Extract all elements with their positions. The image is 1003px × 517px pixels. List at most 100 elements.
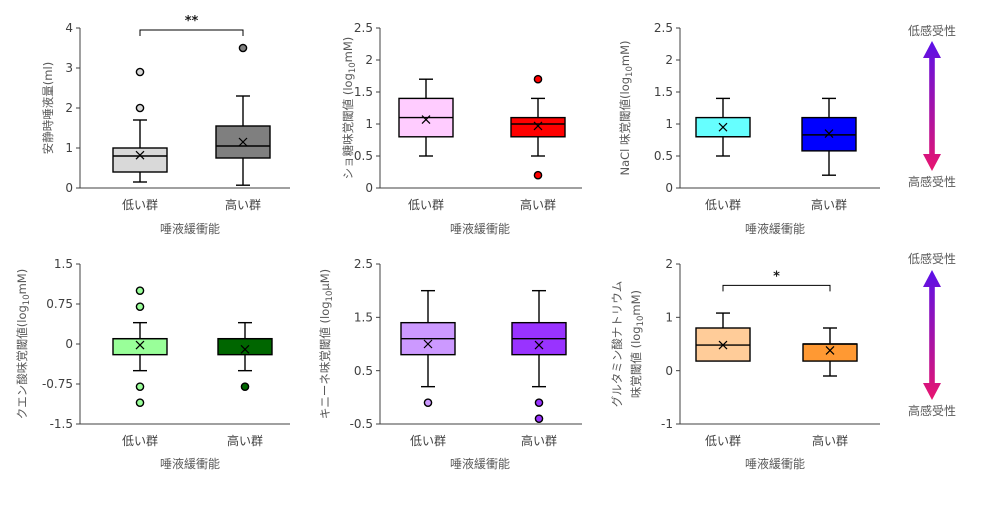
y-axis-title-text: mM): [618, 41, 632, 67]
sensitivity-double-arrow: [923, 270, 941, 400]
mean-marker-stroke: [824, 129, 834, 139]
box-plot-low-group: [398, 78, 454, 157]
category-label-low-group: 低い群: [122, 434, 158, 448]
box-plot-low-group: [695, 312, 751, 362]
x-axis-title: 唾液緩衝能: [450, 221, 510, 236]
x-axis-title: 唾液緩衝能: [160, 221, 220, 236]
x-axis-title: 唾液緩衝能: [745, 456, 805, 471]
y-axis-title-text: ショ糖味覚閾値 (log: [341, 73, 355, 179]
y-axis-title: グルタミン酸ナトリウム: [610, 281, 624, 408]
mean-marker-stroke: [534, 340, 544, 350]
y-axis-title-text: 安静時唾液量(ml): [41, 62, 55, 154]
box-plot-high-group: [511, 289, 567, 423]
significance-bracket: [139, 29, 244, 36]
significance-bracket: [722, 284, 831, 292]
mean-marker-stroke: [240, 344, 250, 354]
category-label-low-group: 低い群: [705, 434, 741, 448]
y-tick-label: -1: [661, 417, 673, 431]
y-tick-label: 2: [365, 53, 373, 67]
mean-marker-stroke: [135, 340, 145, 350]
x-axis-title: 唾液緩衝能: [160, 456, 220, 471]
y-tick-label: -0.5: [350, 417, 373, 431]
outlier-point: [135, 382, 145, 391]
mean-marker: [534, 340, 544, 350]
y-tick-label: 1: [365, 117, 373, 131]
category-label-low-group: 低い群: [122, 198, 158, 212]
mean-marker: [238, 137, 248, 147]
y-axis-title-subscript: 10: [325, 291, 335, 302]
category-label-high-group: 高い群: [227, 433, 263, 448]
y-axis-title: 安静時唾液量(ml): [41, 62, 55, 154]
high-sensitivity-label: 高感受性: [908, 403, 956, 418]
y-tick-label: 0: [65, 181, 73, 195]
category-label-low-group: 低い群: [408, 198, 444, 212]
mean-marker: [824, 129, 834, 139]
y-axis-title-text: 味覚閾値 (log: [629, 326, 643, 398]
box-iqr: [112, 147, 168, 173]
significance-label: **: [185, 14, 199, 29]
box-iqr: [802, 343, 858, 362]
outlier-point: [533, 74, 543, 84]
y-tick-label: -1.5: [50, 417, 73, 431]
outlier-point: [533, 170, 543, 180]
mean-marker: [533, 121, 543, 131]
box-iqr: [510, 116, 566, 138]
y-tick-label: 0.5: [354, 364, 373, 378]
y-axis-title: クエン酸味覚閾値(log10mM): [15, 269, 32, 419]
y-axis-title-subscript: 10: [348, 62, 358, 73]
outlier-point: [423, 398, 433, 407]
y-tick-label: 0: [365, 181, 373, 195]
y-axis-title-text: mM): [15, 269, 29, 295]
y-tick-label: 2: [665, 257, 673, 271]
mean-marker: [423, 339, 433, 349]
y-axis-title-text: クエン酸味覚閾値(log: [15, 305, 29, 419]
outlier-point: [238, 43, 248, 53]
low-sensitivity-label: 低感受性: [908, 23, 956, 38]
y-axis-title: ショ糖味覚閾値 (log10mM): [341, 37, 358, 180]
y-axis-title-subscript: 10: [22, 294, 32, 305]
y-axis-title: 味覚閾値 (log10mM): [629, 290, 646, 398]
mean-marker: [718, 122, 728, 132]
y-tick-label: 3: [65, 61, 73, 75]
y-axis-title-text: グルタミン酸ナトリウム: [610, 281, 624, 408]
y-tick-label: 1.5: [354, 311, 373, 325]
mean-marker-stroke: [718, 340, 728, 350]
x-axis-title: 唾液緩衝能: [745, 221, 805, 236]
y-tick-label: 1.5: [54, 257, 73, 271]
outlier-point: [135, 286, 145, 295]
y-tick-label: 1: [665, 117, 673, 131]
x-axis-title: 唾液緩衝能: [450, 456, 510, 471]
y-tick-label: 2.5: [354, 21, 373, 35]
y-tick-label: 0.75: [46, 297, 73, 311]
y-axis-title: キニーネ味覚閾値 (log10μM): [318, 269, 335, 419]
mean-marker: [718, 340, 728, 350]
y-axis-title-subscript: 10: [636, 316, 646, 327]
y-axis-title-text: mM): [629, 290, 643, 316]
box-plot-low-group: [112, 67, 168, 183]
mean-marker-stroke: [423, 339, 433, 349]
y-tick-label: 0: [65, 337, 73, 351]
box-plot-low-group: [400, 289, 456, 407]
outlier-point: [240, 382, 250, 391]
box-plot-high-group: [801, 97, 857, 176]
y-axis-title-text: キニーネ味覚閾値 (log: [318, 301, 332, 419]
outlier-point: [135, 67, 145, 77]
mean-marker: [240, 344, 250, 354]
y-axis-title-text: μM): [318, 269, 332, 291]
sensitivity-scale-lower: 低感受性 高感受性: [908, 251, 956, 418]
y-tick-label: 2: [665, 53, 673, 67]
box-plot-high-group: [217, 321, 273, 391]
low-sensitivity-label: 低感受性: [908, 251, 956, 266]
y-tick-label: 2.5: [654, 21, 673, 35]
y-tick-label: 1: [65, 141, 73, 155]
box-plot-high-group: [802, 327, 858, 377]
y-axis-title-text: mM): [341, 37, 355, 63]
category-label-high-group: 高い群: [521, 433, 557, 448]
